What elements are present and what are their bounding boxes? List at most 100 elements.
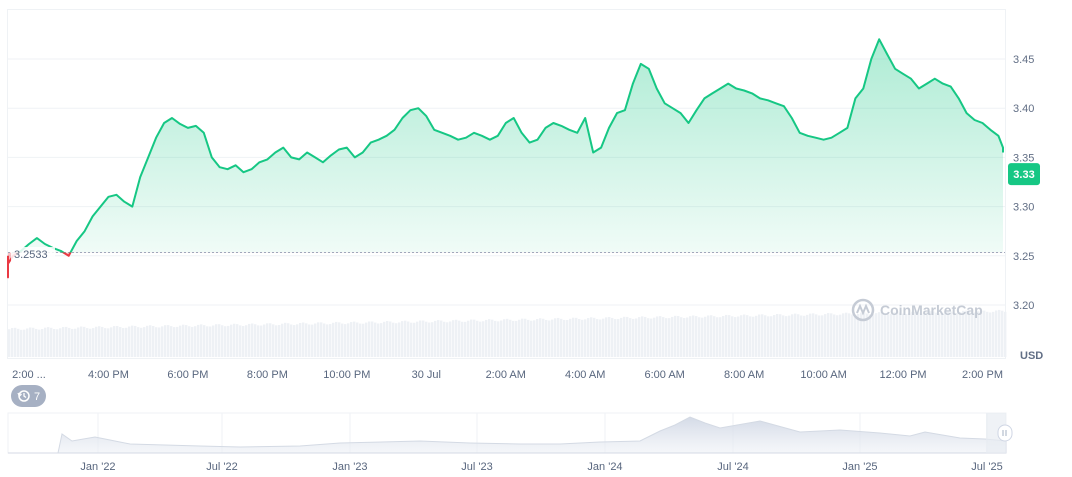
volume-bar: [164, 325, 167, 357]
volume-bar: [359, 323, 362, 357]
x-tick-label: 10:00 PM: [323, 369, 370, 381]
volume-bar: [890, 313, 893, 357]
volume-bar: [569, 318, 572, 357]
navigator-handle[interactable]: [997, 424, 1013, 442]
volume-bar: [785, 316, 788, 357]
volume-bar: [950, 311, 953, 357]
volume-bar: [983, 310, 986, 357]
volume-bar: [479, 321, 482, 357]
volume-bar: [491, 319, 494, 357]
x-tick-label: 2:00 PM: [962, 369, 1003, 381]
volume-bar: [626, 316, 629, 357]
volume-bar: [452, 320, 455, 357]
volume-bar: [749, 316, 752, 357]
volume-bar: [929, 311, 932, 357]
volume-bar: [476, 320, 479, 357]
volume-bar: [290, 324, 293, 357]
navigator-selection[interactable]: [986, 413, 1006, 453]
volume-bar: [590, 317, 593, 357]
volume-bar: [830, 313, 833, 357]
range-badge[interactable]: 7: [11, 385, 46, 407]
volume-bar: [281, 323, 284, 357]
volume-bar: [482, 321, 485, 357]
volume-bar: [695, 316, 698, 357]
volume-bar: [704, 316, 707, 357]
volume-bar: [995, 310, 998, 357]
volume-bar: [731, 316, 734, 357]
volume-bar: [767, 316, 770, 357]
price-area-above-reference: [18, 39, 1003, 253]
volume-bar: [884, 313, 887, 357]
volume-bar: [821, 315, 824, 357]
volume-bar: [518, 319, 521, 357]
volume-bar: [761, 314, 764, 357]
volume-bar: [272, 324, 275, 357]
volume-bar: [893, 312, 896, 357]
volume-bar: [737, 316, 740, 357]
volume-bar: [797, 314, 800, 357]
volume-bar: [554, 318, 557, 357]
volume-bar: [335, 321, 338, 357]
volume-bar: [914, 311, 917, 357]
volume-bar: [515, 320, 518, 357]
volume-bar: [773, 315, 776, 357]
volume-bar: [416, 321, 419, 357]
y-tick-label: 3.40: [1013, 103, 1034, 115]
volume-bar: [347, 323, 350, 357]
volume-bar: [644, 316, 647, 357]
volume-bar: [716, 317, 719, 357]
volume-bar: [146, 325, 149, 357]
volume-bar: [239, 325, 242, 357]
x-tick-label: 12:00 PM: [879, 369, 926, 381]
volume-bar: [947, 310, 950, 357]
volume-bar: [968, 311, 971, 357]
volume-bar: [848, 313, 851, 357]
volume-bar: [134, 325, 137, 357]
volume-bar: [764, 315, 767, 357]
volume-bar: [8, 329, 11, 357]
volume-bar: [986, 311, 989, 357]
watermark: CoinMarketCap: [851, 298, 983, 322]
volume-bar: [941, 312, 944, 357]
volume-bar: [455, 319, 458, 357]
volume-bar: [68, 327, 71, 357]
volume-bar: [263, 324, 266, 357]
volume-bar: [329, 324, 332, 357]
volume-bar: [305, 323, 308, 357]
volume-bar: [308, 324, 311, 357]
volume-bar: [431, 322, 434, 357]
volume-bar: [407, 321, 410, 357]
volume-bar: [32, 327, 35, 357]
volume-bar: [203, 325, 206, 357]
volume-bar: [533, 320, 536, 357]
volume-bar: [113, 326, 116, 357]
volume-bar: [719, 317, 722, 357]
volume-bar: [59, 328, 62, 357]
volume-bar: [251, 323, 254, 357]
volume-bar: [575, 317, 578, 357]
navigator-tick-label: Jan '25: [842, 461, 877, 473]
volume-bar: [65, 326, 68, 357]
volume-bar: [104, 328, 107, 357]
volume-bars: [8, 309, 1007, 357]
volume-bar: [323, 323, 326, 357]
volume-bar: [176, 326, 179, 357]
volume-bar: [899, 312, 902, 357]
volume-bar: [401, 321, 404, 357]
volume-bar: [734, 317, 737, 357]
volume-bar: [356, 322, 359, 357]
y-tick-label: 3.20: [1013, 300, 1034, 312]
range-navigator[interactable]: Jan '22 Jul '22 Jan '23 Jul '23 Jan '24 Jul '…: [7, 412, 1013, 473]
range-badge-label: 7: [34, 391, 40, 403]
volume-bar: [542, 318, 545, 357]
volume-bar: [926, 312, 929, 357]
volume-bar: [53, 329, 56, 357]
volume-bar: [659, 316, 662, 357]
y-tick-label: 3.25: [1013, 251, 1034, 263]
volume-bar: [386, 320, 389, 357]
volume-bar: [722, 315, 725, 357]
volume-bar: [614, 319, 617, 357]
volume-bar: [230, 324, 233, 357]
volume-bar: [608, 317, 611, 357]
